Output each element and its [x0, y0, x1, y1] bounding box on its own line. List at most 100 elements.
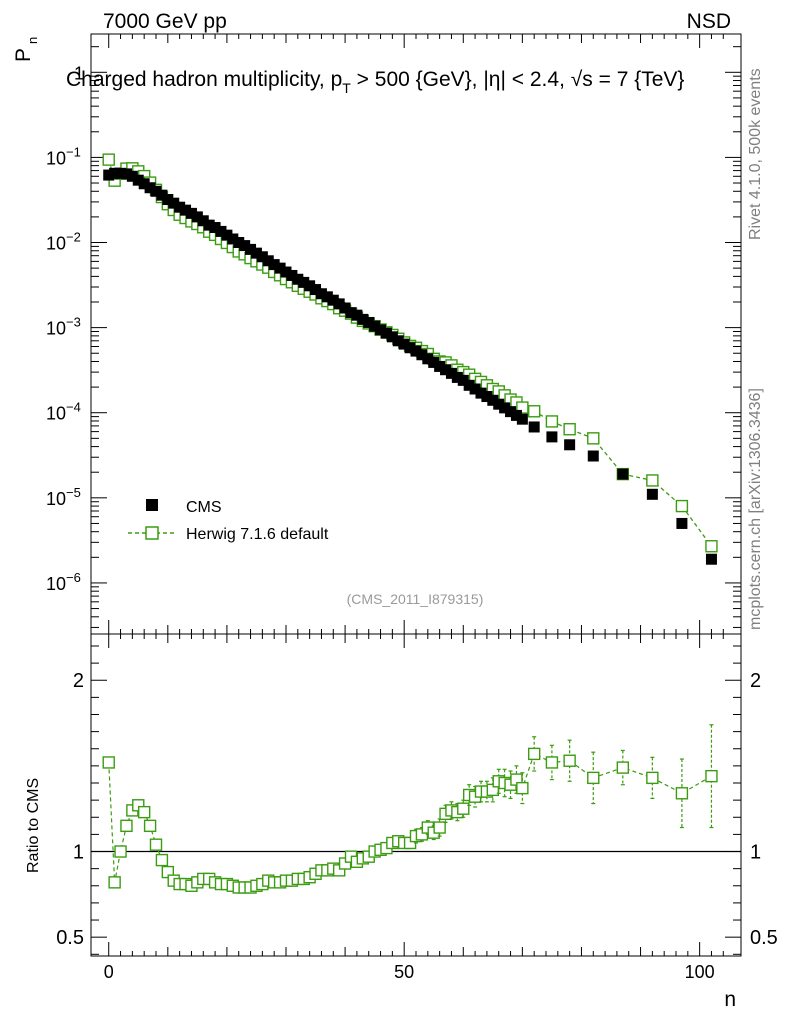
- cms-point: [587, 450, 599, 462]
- ratio-point: [137, 805, 151, 819]
- ratio-y-tick-label-right: 0.5: [750, 927, 778, 949]
- chart-title-main: Charged hadron multiplicity, p: [66, 68, 342, 91]
- ratio-point: [433, 821, 446, 834]
- x-tick-label: 0: [104, 962, 114, 982]
- cms-point: [150, 185, 162, 197]
- main-plot-frame: [90, 33, 742, 635]
- chart-title-rest: > 500 {GeV}, |η| < 2.4, √s = 7 {TeV}: [351, 68, 685, 91]
- cms-point: [197, 215, 209, 227]
- axes-layer: 0 50 100 1 10−1 10−2 10−3 10−4 10−5 10−6 2 2 1 1 0.5 0.…: [46, 34, 778, 982]
- chart-title: Charged hadron multiplicity, pT > 500 {G…: [66, 68, 684, 96]
- cms-point: [510, 409, 522, 421]
- ratio-point: [120, 819, 133, 833]
- mcplots-label: mcplots.cern.ch [arXiv:1306.3436]: [747, 388, 764, 630]
- cms-point: [239, 240, 251, 252]
- cms-point: [705, 553, 717, 565]
- cms-point: [233, 237, 245, 249]
- ratio-y-tick-label: 0.5: [56, 927, 84, 949]
- cms-point: [262, 255, 274, 267]
- ratio-point: [457, 802, 470, 815]
- ratio-point: [149, 838, 163, 851]
- ratio-point: [102, 756, 115, 769]
- cms-point: [120, 168, 132, 180]
- cms-point: [434, 360, 446, 372]
- ratio-point: [545, 756, 559, 769]
- herwig-point: [527, 405, 541, 418]
- cms-point: [339, 302, 351, 314]
- cms-point: [451, 371, 463, 383]
- cms-point: [416, 349, 428, 361]
- ratio-point: [587, 771, 600, 785]
- cms-point: [363, 316, 375, 328]
- cms-point: [333, 298, 345, 310]
- cms-point: [516, 413, 528, 425]
- cms-point: [132, 174, 144, 186]
- cms-point: [156, 189, 168, 201]
- cms-point: [115, 167, 127, 179]
- herwig-point: [563, 423, 576, 436]
- y-axis-label-main: Pn: [12, 37, 40, 62]
- cms-point: [410, 345, 422, 357]
- herwig-point: [646, 474, 659, 487]
- y-axis-label-main-sub: n: [25, 37, 40, 44]
- ratio-point: [675, 787, 689, 800]
- legend-cms-marker: [146, 499, 158, 511]
- cms-point: [203, 219, 215, 231]
- y-axis-label-main-text: P: [12, 48, 35, 62]
- cms-point: [386, 331, 398, 343]
- cms-point: [345, 307, 357, 319]
- analysis-watermark: (CMS_2011_I879315): [347, 591, 484, 607]
- cms-point: [227, 233, 239, 245]
- cms-point: [499, 402, 511, 414]
- ratio-point: [646, 771, 659, 785]
- cms-point: [174, 201, 186, 213]
- x-axis-label: n: [724, 988, 736, 1011]
- cms-point: [380, 327, 392, 339]
- cms-point: [256, 251, 268, 263]
- cms-point: [546, 431, 558, 443]
- cms-point: [463, 379, 475, 391]
- y-tick-label: 1: [74, 63, 84, 83]
- header-left-label: 7000 GeV pp: [103, 10, 227, 33]
- cms-point: [304, 280, 316, 292]
- cms-point: [280, 266, 292, 278]
- cms-point: [144, 182, 156, 194]
- legend-herwig-marker: [145, 526, 159, 540]
- cms-point: [617, 468, 629, 480]
- cms-point: [126, 170, 138, 182]
- cms-series: [103, 167, 717, 565]
- cms-point: [185, 207, 197, 219]
- cms-point: [191, 211, 203, 223]
- ratio-point: [516, 781, 529, 795]
- y-tick-label: 10−1: [46, 144, 81, 168]
- y-axis-label-ratio: Ratio to CMS: [25, 778, 42, 873]
- cms-point: [310, 284, 322, 296]
- cms-point: [274, 262, 286, 274]
- cms-point: [440, 364, 452, 376]
- cms-point: [528, 421, 540, 433]
- cms-point: [103, 169, 115, 181]
- cms-point: [392, 335, 404, 347]
- ratio-point: [143, 819, 157, 833]
- cms-point: [138, 178, 150, 190]
- herwig-point: [102, 153, 115, 166]
- cms-point: [109, 167, 121, 179]
- cms-point: [646, 488, 658, 500]
- rivet-version-label: Rivet 4.1.0, 500k events: [747, 68, 764, 240]
- cms-point: [481, 391, 493, 403]
- cms-point: [168, 197, 180, 209]
- ratio-point: [563, 754, 576, 767]
- cms-point: [221, 229, 233, 241]
- cms-point: [250, 247, 262, 259]
- cms-point: [357, 313, 369, 325]
- y-tick-label: 10−4: [46, 400, 81, 424]
- ratio-y-tick-label: 1: [73, 842, 84, 864]
- cms-point: [315, 288, 327, 300]
- cms-point: [457, 374, 469, 386]
- x-tick-label: 100: [685, 962, 715, 982]
- ratio-point: [527, 747, 541, 761]
- cms-point: [493, 398, 505, 410]
- ratio-point: [114, 845, 127, 858]
- header-right-label: NSD: [687, 10, 731, 33]
- cms-point: [475, 387, 487, 399]
